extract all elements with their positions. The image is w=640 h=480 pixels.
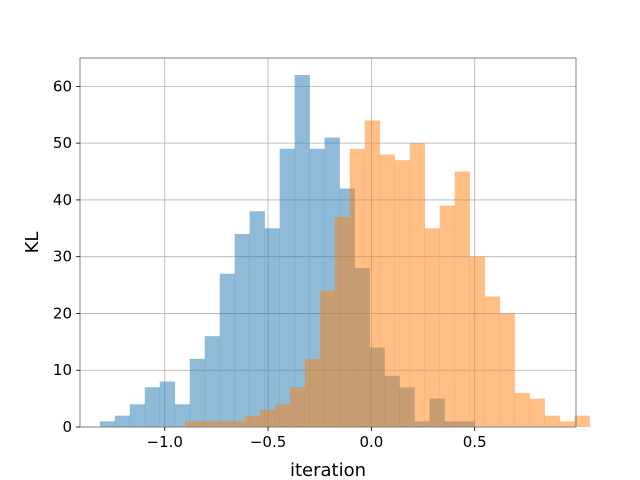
histogram-bar-series-2 [184,421,201,427]
histogram-bar-series-2 [409,143,426,427]
histogram-bar-series-2 [439,205,455,427]
histogram-bar-series-1 [114,415,131,427]
y-tick-label: 50 [53,134,72,152]
histogram-bar-series-1 [219,273,235,427]
y-axis-label: KL [22,232,43,254]
histogram-bars [99,75,590,428]
histogram-bar-series-1 [294,75,310,428]
histogram-bar-series-1 [189,358,206,427]
histogram-bar-series-2 [454,171,470,427]
histogram-bar-series-2 [529,398,545,427]
histogram-bar-series-1 [279,148,295,428]
histogram-bar-series-2 [499,313,515,427]
histogram-bar-series-1 [129,404,146,427]
histogram-bar-series-1 [204,336,221,427]
y-tick-label: 30 [53,248,72,266]
x-tick-label: 0.0 [359,433,383,451]
histogram-bar-series-2 [484,296,500,427]
plot-frame [79,57,577,428]
histogram-bar-series-1 [264,228,280,427]
histogram-bar-series-2 [319,290,336,427]
x-tick-label: −0.5 [250,433,286,451]
y-tick-label: 20 [53,304,72,322]
histogram-bar-series-2 [364,120,381,427]
y-axis-ticks: 0 10 20 30 40 50 60 [53,77,80,436]
histogram-bar-series-2 [274,404,291,427]
histogram-bar-series-2 [349,148,366,428]
y-tick-label: 60 [53,77,72,95]
histogram-bar-series-1 [159,381,176,427]
histogram-bar-series-2 [199,421,216,427]
x-axis-ticks: −1.0 −0.5 0.0 0.5 [147,427,487,451]
x-tick-label: 0.5 [463,433,487,451]
histogram-bar-series-2 [559,421,575,427]
histogram-bar-series-2 [229,421,246,427]
y-tick-label: 0 [62,418,72,436]
histogram-bar-series-1 [99,421,116,427]
x-axis-label: iteration [290,460,366,480]
histogram-bar-series-2 [574,415,590,427]
histogram-bar-series-1 [144,387,161,427]
histogram-bar-series-2 [289,387,306,427]
histogram-bar-series-1 [234,233,250,427]
histogram-bar-series-2 [304,358,321,427]
y-tick-label: 40 [53,191,72,209]
y-tick-label: 10 [53,361,72,379]
histogram-bar-series-1 [174,404,191,427]
histogram-bar-series-2 [424,228,441,427]
histogram-bar-series-2 [259,409,276,427]
histogram-bar-series-2 [469,256,485,427]
histogram-bar-series-2 [244,415,261,427]
histogram-bar-series-2 [514,392,530,427]
histogram-bar-series-2 [334,216,351,427]
histogram-bar-series-1 [249,211,265,427]
histogram-bar-series-2 [394,160,411,427]
histogram-bar-series-2 [379,154,396,427]
histogram-bar-series-2 [214,421,231,427]
histogram-bar-series-2 [544,415,560,427]
x-tick-label: −1.0 [147,433,183,451]
